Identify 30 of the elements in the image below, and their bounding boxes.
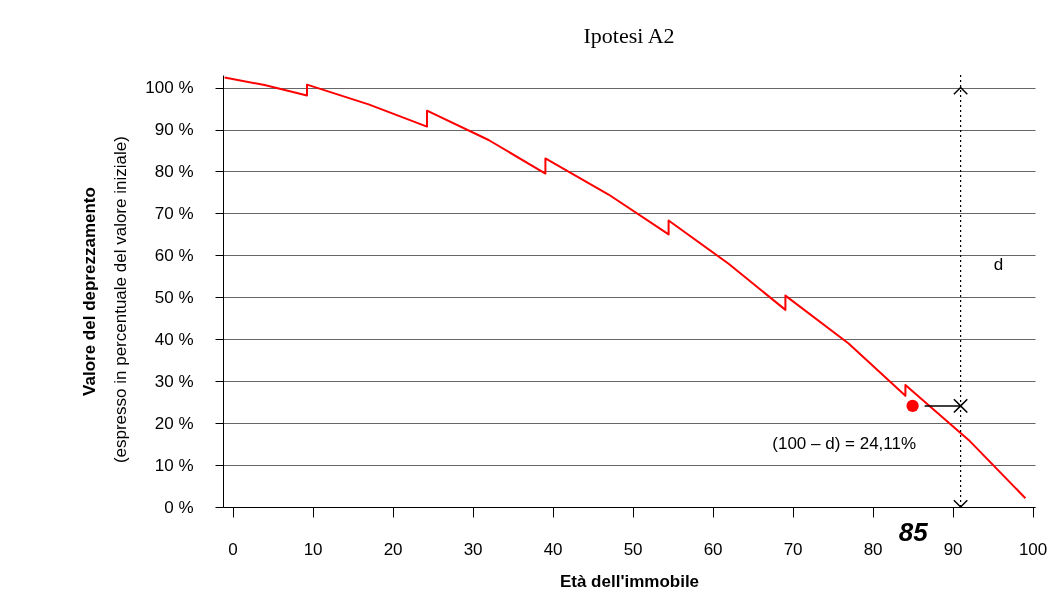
x-tick-label: 50 — [623, 539, 643, 559]
y-tick-label: 60 % — [154, 245, 194, 265]
x-tick-label: 80 — [863, 539, 883, 559]
x-tick-label: 20 — [383, 539, 403, 559]
text: 85 — [898, 517, 929, 547]
y-tick-label: 80 % — [154, 161, 194, 181]
x-axis-title: Età dell'immobile — [559, 571, 700, 591]
y-tick-label: 20 % — [154, 413, 194, 433]
y-tick-label: 40 % — [154, 329, 194, 349]
annotation: (100 – d) = 24,11% — [772, 434, 917, 454]
x-tick-label: 90 — [943, 539, 963, 559]
y-tick-label: 70 % — [154, 203, 194, 223]
chart-title: Ipotesi A2 — [583, 23, 675, 49]
y-axis-title: Valore del deprezzamento — [79, 187, 99, 396]
x-tick-label: 0 — [228, 539, 238, 559]
text: (espresso in percentuale del valore iniziale) — [111, 136, 130, 464]
x-tick-label: 30 — [463, 539, 483, 559]
y-tick-label: 10 % — [154, 455, 194, 475]
y-tick-label: 50 % — [154, 287, 194, 307]
x-tick-label: 40 — [543, 539, 563, 559]
x-tick-label: 70 — [783, 539, 803, 559]
x-tick-label: 10 — [303, 539, 323, 559]
x-tick-label: 60 — [703, 539, 723, 559]
y-tick-label: 0 % — [164, 497, 194, 517]
y-tick-label: 30 % — [154, 371, 194, 391]
y-tick-label: 100 % — [145, 78, 194, 98]
x-tick-label: 100 — [1018, 539, 1048, 559]
y-tick-label: 90 % — [154, 120, 194, 140]
line-series — [223, 76, 1027, 500]
annotation: d — [993, 255, 1004, 275]
